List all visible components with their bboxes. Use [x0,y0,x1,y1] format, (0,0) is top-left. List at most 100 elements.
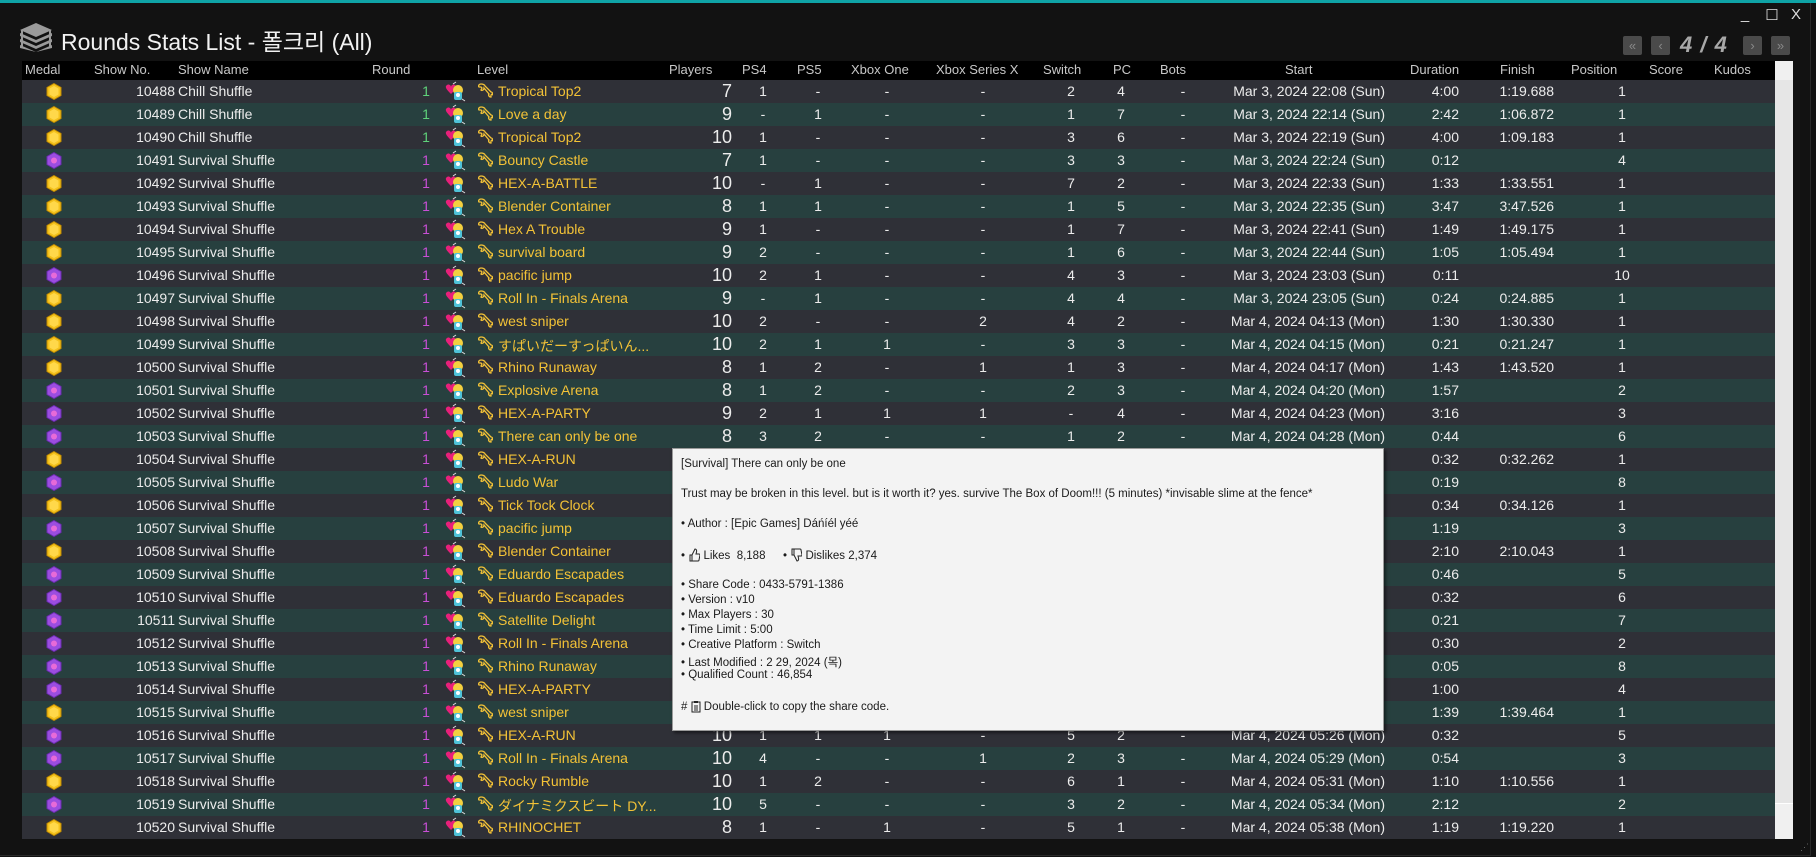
col-show-name[interactable]: Show Name [178,62,249,77]
table-row[interactable]: 10493 Survival Shuffle 1 Blender Container 8… [22,195,1775,218]
col-xbox-series-x[interactable]: Xbox Series X [936,62,1019,77]
cell-position: 8 [1618,658,1626,674]
cell-position: 1 [1618,819,1626,835]
col-players[interactable]: Players [669,62,713,77]
table-row[interactable]: 10500 Survival Shuffle 1 Rhino Runaway 8 1 2 - 1… [22,356,1775,379]
col-duration[interactable]: Duration [1410,62,1460,77]
cell-bots: - [1180,336,1186,352]
cell-show-no: 10513 [136,658,175,674]
cell-pc: 6 [1117,244,1125,260]
cell-xbox-series-x: - [980,244,986,260]
cell-duration: 2:42 [1431,106,1459,122]
round-type-icon [444,127,466,148]
table-row[interactable]: 10518 Survival Shuffle 1 Rocky Rumble 10 1 2 - -… [22,770,1775,793]
table-row[interactable]: 10495 Survival Shuffle 1 survival board 9 2 - -… [22,241,1775,264]
col-start[interactable]: Start [1285,62,1313,77]
col-pc[interactable]: PC [1113,62,1132,77]
cell-show-name: Survival Shuffle [178,750,276,766]
col-show-no[interactable]: Show No. [94,62,151,77]
cell-start: Mar 4, 2024 05:38 (Mon) [1230,819,1385,835]
cell-finish: 1:19.220 [1499,819,1555,835]
cell-show-no: 10488 [136,83,175,99]
creative-level-wrench-icon [477,129,494,145]
maximize-button[interactable]: ☐ [1765,7,1779,24]
table-row[interactable]: 10496 Survival Shuffle 1 pacific jump 10 2 1 - -… [22,264,1775,287]
table-row[interactable]: 10498 Survival Shuffle 1 west sniper 10 2 - - 2 4… [22,310,1775,333]
cell-position: 10 [1614,267,1630,283]
table-row[interactable]: 10489 Chill Shuffle 1 Love a day 9 - 1 - - 1 7 - Mar… [22,103,1775,126]
col-finish[interactable]: Finish [1500,62,1535,77]
round-type-icon [444,679,466,700]
cell-show-name: Survival Shuffle [178,359,276,375]
col-switch[interactable]: Switch [1043,62,1082,77]
cell-players: 10 [711,748,732,768]
cell-duration: 1:10 [1431,773,1459,789]
cell-bots: - [1180,428,1186,444]
first-page-button[interactable]: « [1623,36,1642,55]
table-row[interactable]: 10519 Survival Shuffle 1 ダイナミクスビート DY... 10 5… [22,793,1775,816]
tooltip-time-limit: • Time Limit : 5:00 [681,624,773,636]
table-row[interactable]: 10492 Survival Shuffle 1 HEX-A-BATTLE 10 - 1 - -… [22,172,1775,195]
table-row[interactable]: 10501 Survival Shuffle 1 Explosive Arena 8 1 2… [22,379,1775,402]
cell-ps4: 2 [759,405,767,421]
col-ps4[interactable]: PS4 [742,62,767,77]
table-row[interactable]: 10491 Survival Shuffle 1 Bouncy Castle 7 1 - - -… [22,149,1775,172]
cell-position: 4 [1618,681,1626,697]
col-medal[interactable]: Medal [25,62,61,77]
cell-start: Mar 3, 2024 22:19 (Sun) [1233,129,1385,145]
col-kudos[interactable]: Kudos [1714,62,1751,77]
table-row[interactable]: 10499 Survival Shuffle 1 すぱいだーすっぱいん... 10 2 1 1… [22,333,1775,356]
cell-round: 1 [422,658,430,674]
cell-ps4: 1 [759,129,767,145]
prev-page-button[interactable]: ‹ [1651,36,1670,55]
cell-show-name: Chill Shuffle [178,129,253,145]
table-row[interactable]: 10497 Survival Shuffle 1 Roll In - Finals A… [22,287,1775,310]
cell-pc: 3 [1117,382,1125,398]
cell-bots: - [1180,727,1186,743]
table-row[interactable]: 10503 Survival Shuffle 1 There can only be … [22,425,1775,448]
cell-xbox-one: - [884,428,890,444]
cell-show-name: Survival Shuffle [178,589,276,605]
cell-duration: 1:57 [1431,382,1459,398]
creative-level-wrench-icon [477,796,494,812]
col-ps5[interactable]: PS5 [797,62,822,77]
last-page-button[interactable]: » [1771,36,1790,55]
creative-level-wrench-icon [477,727,494,743]
col-bots[interactable]: Bots [1160,62,1187,77]
scrollbar-thumb[interactable] [1775,80,1793,804]
cell-switch: 5 [1067,727,1075,743]
gold-medal-icon [46,312,62,331]
cell-position: 1 [1618,244,1626,260]
cell-players: 10 [711,771,732,791]
next-page-button[interactable]: › [1743,36,1762,55]
table-row[interactable]: 10494 Survival Shuffle 1 Hex A Trouble 9 1 - - -… [22,218,1775,241]
close-button[interactable]: X [1790,6,1801,23]
creative-level-wrench-icon [477,313,494,329]
table-row[interactable]: 10488 Chill Shuffle 1 Tropical Top2 7 1 - - - 2 4 -… [22,80,1775,103]
gold-medal-icon [46,358,62,377]
cell-players: 8 [721,426,732,446]
cell-show-no: 10500 [136,359,175,375]
thumbs-down-icon [791,548,803,562]
app-logo-icon [20,23,52,52]
cell-pc: 2 [1117,313,1125,329]
minimize-button[interactable]: _ [1740,6,1750,23]
cell-start: Mar 4, 2024 05:34 (Mon) [1230,796,1385,812]
table-row[interactable]: 10490 Chill Shuffle 1 Tropical Top2 10 1 - - - 3 6… [22,126,1775,149]
col-round[interactable]: Round [372,62,411,77]
creative-level-wrench-icon [477,359,494,375]
purple-eliminated-medal-icon [46,565,62,584]
cell-pc: 7 [1117,221,1125,237]
cell-level: Explosive Arena [498,382,599,398]
cell-xbox-one: - [884,290,890,306]
col-xbox-one[interactable]: Xbox One [851,62,909,77]
col-score[interactable]: Score [1649,62,1683,77]
table-row[interactable]: 10502 Survival Shuffle 1 HEX-A-PARTY 9 2 1 1 1 - 4… [22,402,1775,425]
table-row[interactable]: 10517 Survival Shuffle 1 Roll In - Finals A… [22,747,1775,770]
table-row[interactable]: 10520 Survival Shuffle 1 RHINOCHET 8 1 - 1 - 5 1 - M… [22,816,1775,839]
col-level[interactable]: Level [477,62,509,77]
cell-finish: 1:33.551 [1499,175,1555,191]
resize-grip-icon[interactable]: ⋰ [1800,842,1809,852]
creative-level-wrench-icon [477,83,494,99]
col-position[interactable]: Position [1571,62,1618,77]
